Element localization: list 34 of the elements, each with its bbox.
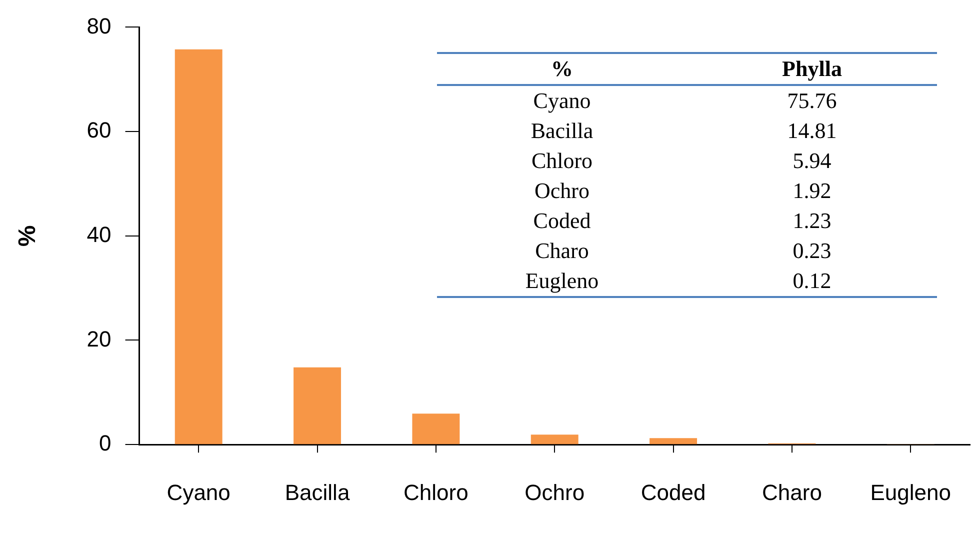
annotation: Cyano xyxy=(532,87,592,115)
annotation: 1.92 xyxy=(792,177,832,205)
annotation: 5.94 xyxy=(792,147,832,175)
x-tick-label: Charo xyxy=(762,480,822,505)
bar xyxy=(412,414,460,444)
annotation: Eugleno xyxy=(524,267,600,295)
annotation: Chloro xyxy=(530,147,594,175)
annotation: 75.76 xyxy=(786,87,838,115)
annotation: Charo xyxy=(534,237,590,265)
x-tick-label: Bacilla xyxy=(284,480,350,505)
x-tick-label: Ochro xyxy=(524,480,585,505)
annotation: 1.23 xyxy=(792,207,832,235)
bar xyxy=(530,434,578,444)
y-tick-label: 40 xyxy=(86,222,112,247)
annotation: Phylla xyxy=(781,55,843,83)
annotation: Ochro xyxy=(534,177,590,205)
annotation: Coded xyxy=(532,207,592,235)
x-tick-label: Coded xyxy=(640,480,706,505)
annotation: % xyxy=(550,55,574,83)
annotation: 0.12 xyxy=(792,267,832,295)
bar xyxy=(650,438,698,444)
bar xyxy=(294,367,342,444)
annotation: Bacilla xyxy=(530,117,594,145)
y-tick-label: 80 xyxy=(86,13,112,38)
annotation: 14.81 xyxy=(786,117,838,145)
annotation: 0.23 xyxy=(792,237,832,265)
y-tick-label: 60 xyxy=(86,118,112,143)
bar xyxy=(174,49,222,444)
y-axis-title: % xyxy=(14,225,42,247)
x-tick-label: Cyano xyxy=(166,480,230,505)
x-tick-label: Chloro xyxy=(404,480,468,505)
y-tick-label: 20 xyxy=(86,326,112,352)
x-tick-label: Eugleno xyxy=(870,480,952,505)
y-tick-label: 0 xyxy=(99,430,112,456)
